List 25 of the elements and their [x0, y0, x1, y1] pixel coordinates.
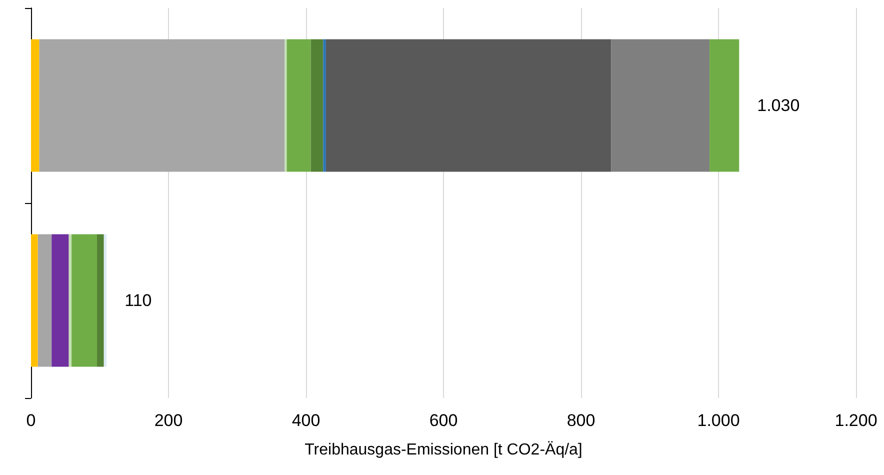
x-tick-label: 600 — [429, 411, 458, 430]
bar — [326, 39, 612, 172]
x-tick-label: 1.200 — [834, 411, 878, 430]
x-axis-title: Treibhausgas-Emissionen [t CO2-Äq/a] — [304, 440, 582, 458]
bar — [31, 234, 38, 367]
bar — [104, 234, 107, 367]
bar — [39, 39, 285, 172]
x-tick-label: 400 — [292, 411, 320, 430]
x-tick-label: 200 — [154, 411, 183, 430]
bar — [72, 234, 97, 367]
total-label: 1.030 — [757, 96, 800, 115]
bar — [52, 234, 69, 367]
x-tick-label: 0 — [26, 411, 36, 430]
total-label: 110 — [124, 291, 152, 310]
bar — [323, 39, 326, 172]
bar — [286, 39, 311, 172]
bar — [97, 234, 104, 367]
x-tick-label: 800 — [566, 411, 596, 430]
bar — [710, 39, 740, 172]
bar — [611, 39, 710, 172]
x-tick-label: 1.000 — [697, 411, 740, 430]
bar — [68, 234, 72, 367]
bar — [31, 39, 40, 172]
bar — [38, 234, 52, 367]
bar — [310, 39, 324, 172]
